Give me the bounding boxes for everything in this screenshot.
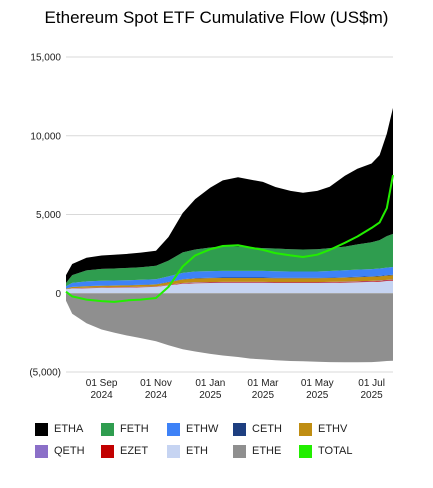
x-tick-year-label: 2025 (306, 390, 329, 401)
chart-legend: ETHA FETH ETHW CETH ETHV QETH EZET ETH ETHE TOTAL (35, 418, 415, 462)
legend-swatch (101, 422, 114, 436)
legend-row: ETHA FETH ETHW CETH ETHV (35, 418, 415, 440)
legend-label: ETHW (186, 423, 219, 435)
legend-item-etha: ETHA (35, 422, 101, 436)
legend-item-total: TOTAL (299, 444, 365, 458)
legend-label: ETHV (318, 423, 348, 435)
legend-item-feth: FETH (101, 422, 167, 436)
x-tick-label: 01 Mar (247, 378, 279, 389)
x-tick-label: 01 Jan (195, 378, 225, 389)
x-tick-year-label: 2024 (145, 390, 168, 401)
legend-label: ETHE (252, 445, 282, 457)
legend-swatch (167, 422, 180, 436)
x-tick-label: 01 Sep (86, 378, 118, 389)
series-area-ethv (66, 275, 393, 290)
legend-label: ETHA (54, 423, 84, 435)
series-area-eth (66, 280, 393, 294)
legend-label: CETH (252, 423, 282, 435)
legend-swatch (35, 422, 48, 436)
legend-label: TOTAL (318, 445, 353, 457)
legend-item-qeth: QETH (35, 444, 101, 458)
legend-swatch (299, 444, 312, 458)
chart-title: Ethereum Spot ETF Cumulative Flow (US$m) (44, 8, 389, 27)
legend-row: QETH EZET ETH ETHE TOTAL (35, 440, 415, 462)
legend-item-ethv: ETHV (299, 422, 365, 436)
legend-label: QETH (54, 445, 85, 457)
series-area-feth (66, 233, 393, 287)
x-tick-label: 01 Nov (140, 378, 172, 389)
x-tick-year-label: 2025 (252, 390, 275, 401)
x-tick-year-label: 2024 (91, 390, 114, 401)
legend-swatch (101, 444, 114, 458)
y-tick-label: 15,000 (30, 53, 61, 64)
legend-item-ceth: CETH (233, 422, 299, 436)
legend-swatch (233, 444, 246, 458)
series-area-ethw (66, 267, 393, 289)
legend-item-ethw: ETHW (167, 422, 233, 436)
legend-swatch (233, 422, 246, 436)
series-area-ceth (66, 274, 393, 289)
legend-item-ethe: ETHE (233, 444, 299, 458)
legend-label: FETH (120, 423, 149, 435)
legend-label: EZET (120, 445, 149, 457)
y-tick-label: (5,000) (29, 368, 61, 379)
y-tick-label: 0 (55, 289, 61, 300)
y-tick-label: 10,000 (30, 131, 61, 142)
legend-swatch (167, 444, 180, 458)
legend-item-eth: ETH (167, 444, 233, 458)
series-line-total (65, 174, 394, 303)
legend-swatch (299, 422, 312, 436)
series-area-ethe (66, 293, 393, 363)
legend-swatch (35, 444, 48, 458)
x-tick-label: 01 May (301, 378, 334, 389)
y-tick-label: 5,000 (36, 210, 61, 221)
series-area-etha (66, 107, 393, 284)
x-tick-year-label: 2025 (199, 390, 222, 401)
x-tick-year-label: 2025 (360, 390, 383, 401)
x-tick-label: 01 Jul (358, 378, 385, 389)
legend-label: ETH (186, 445, 208, 457)
series-area-ezet (66, 280, 393, 290)
legend-item-ezet: EZET (101, 444, 167, 458)
